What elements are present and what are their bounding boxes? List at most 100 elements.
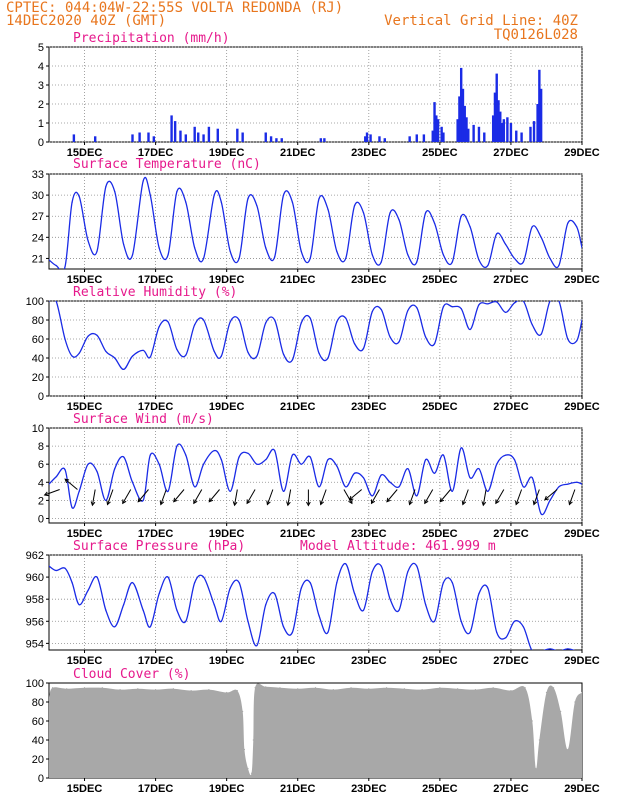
cloud-point	[190, 690, 192, 692]
temp-point	[327, 208, 329, 210]
series-precip	[72, 67, 543, 142]
precip-bar	[193, 126, 196, 142]
temp-point	[265, 247, 267, 249]
y-tick-label: 60	[32, 334, 44, 346]
wind-point	[407, 468, 409, 470]
cloud-point	[538, 739, 540, 741]
precip-bar	[179, 130, 182, 142]
wind-arrow-head	[43, 491, 49, 497]
x-tick-label: 15DEC	[67, 528, 103, 540]
cloud-point	[368, 688, 370, 690]
wind-arrow	[234, 489, 238, 506]
rh-point	[398, 341, 400, 343]
rh-point	[425, 336, 427, 338]
rh-point	[213, 350, 215, 352]
x-tick-label: 27DEC	[493, 655, 529, 667]
temp-point	[505, 243, 507, 245]
rh-point	[380, 308, 382, 311]
cloud-point	[457, 688, 459, 690]
series-temp	[49, 176, 582, 269]
temp-point	[425, 212, 427, 214]
wind-arrow	[409, 489, 416, 505]
rh-point	[49, 301, 50, 302]
series-pressure	[49, 562, 576, 650]
x-tick-label: 27DEC	[493, 783, 529, 795]
pressure-point	[469, 631, 471, 633]
y-tick-label: 956	[26, 616, 44, 628]
precip-bar	[319, 138, 323, 142]
x-tick-label: 25DEC	[422, 147, 458, 159]
wind-arrow	[160, 489, 167, 505]
y-tick-label: 0	[38, 391, 44, 403]
panel-cloud: Cloud Cover (%) 0 20 40 60 80 100 15DEC 17DEC 19D…	[26, 667, 600, 795]
rh-point	[247, 351, 249, 353]
x-tick-label: 21DEC	[280, 783, 316, 795]
wind-point	[505, 454, 507, 456]
wind-point	[442, 454, 445, 456]
wind-arrow-head	[159, 500, 165, 506]
wind-point	[213, 450, 215, 452]
precip-bar	[433, 102, 436, 142]
wind-arrow	[287, 489, 292, 506]
x-tick-label: 17DEC	[138, 783, 174, 795]
rh-point	[229, 321, 231, 323]
y-tick-label: 960	[26, 572, 44, 584]
rh-point	[220, 355, 222, 357]
wind-arrow	[208, 489, 220, 503]
temp-point	[513, 257, 516, 260]
pressure-point	[167, 576, 169, 578]
rh-point	[309, 317, 311, 319]
temp-point	[105, 186, 107, 188]
temp-point	[238, 257, 240, 260]
panel-pressure: Surface Pressure (hPa) Model Altitude: 46…	[26, 539, 600, 667]
wind-point	[309, 456, 311, 458]
wind-arrow	[515, 489, 523, 505]
precip-bar	[436, 119, 440, 142]
y-tick-label: 27	[32, 211, 44, 223]
temp-point	[176, 190, 178, 193]
y-tick-label: 2	[38, 99, 44, 111]
precip-bar	[264, 132, 267, 142]
precip-bar	[93, 136, 97, 142]
rh-point	[460, 308, 462, 310]
x-tick-label: 23DEC	[351, 655, 387, 667]
wind-arrow-head	[122, 499, 127, 505]
wind-arrow	[107, 489, 114, 505]
wind-point	[55, 476, 57, 478]
y-tick-label: 80	[32, 697, 44, 709]
pressure-point	[158, 593, 160, 595]
temp-point	[64, 266, 66, 268]
x-tick-label: 23DEC	[351, 783, 387, 795]
x-tick-label: 21DEC	[280, 147, 316, 159]
panel-temp: Surface Temperature (nC) 21 24 27 30 33 15DEC 1…	[32, 157, 600, 286]
x-tick-label: 25DEC	[422, 274, 458, 286]
x-tick-label: 25DEC	[422, 528, 458, 540]
x-tick-label: 27DEC	[493, 401, 529, 413]
rh-point	[540, 333, 542, 335]
wind-point	[167, 490, 169, 492]
wind-arrow-head	[461, 500, 467, 506]
wind-arrow-head	[173, 497, 178, 503]
panel-title: Surface Pressure (hPa)	[73, 539, 245, 554]
x-tick-label: 29DEC	[564, 147, 600, 159]
pressure-point	[291, 631, 294, 633]
panel-wind: Surface Wind (m/s) 0 2 4 6 8 10 15DEC 17DEC 19DEC…	[32, 412, 600, 540]
precip-bar	[440, 126, 443, 142]
wind-point	[176, 445, 178, 447]
temp-point	[247, 198, 249, 200]
wind-arrow	[137, 489, 149, 503]
temp-point	[291, 201, 294, 203]
precip-bar	[465, 117, 468, 142]
rh-point	[469, 328, 471, 331]
precip-bar	[241, 132, 244, 142]
x-tick-label: 17DEC	[138, 401, 174, 413]
pressure-point	[398, 609, 400, 611]
rh-point	[142, 349, 144, 351]
x-tick-label: 29DEC	[564, 655, 600, 667]
cloud-point	[137, 688, 139, 690]
wind-arrow	[246, 489, 256, 504]
pressure-point	[105, 609, 107, 611]
pressure-point	[496, 631, 498, 633]
pressure-point	[282, 626, 285, 628]
cloud-point	[545, 691, 548, 694]
